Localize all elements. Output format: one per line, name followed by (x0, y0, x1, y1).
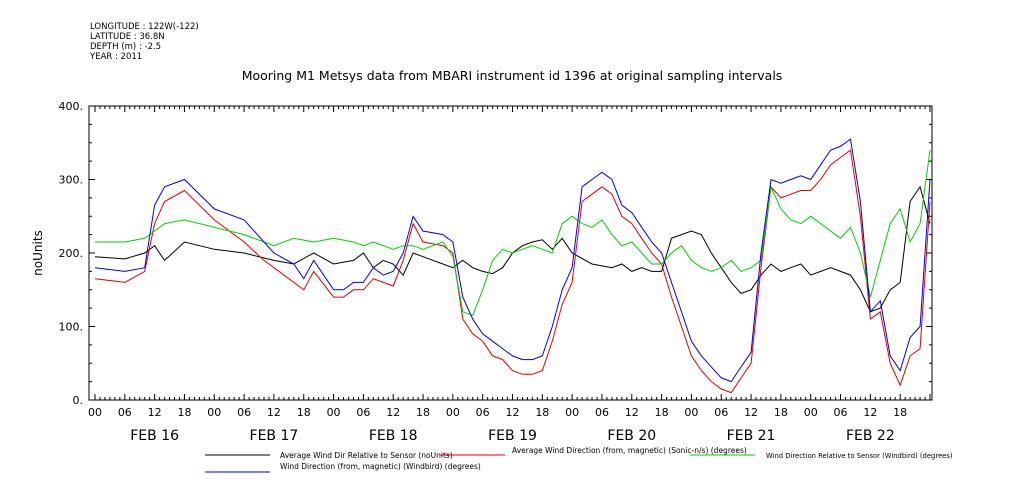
x-tick-label: 18 (893, 406, 907, 419)
y-tick-label: 300. (59, 174, 84, 187)
x-tick-label: 06 (237, 406, 251, 419)
x-tick-label: 00 (565, 406, 579, 419)
x-tick-label: 00 (684, 406, 698, 419)
x-tick-label: 12 (267, 406, 281, 419)
series-line-2 (94, 149, 931, 394)
x-tick-label: 18 (655, 406, 669, 419)
x-tick-label: 12 (386, 406, 400, 419)
longitude-text: LONGITUDE : 122W(-122) (90, 22, 199, 32)
x-tick-label: 18 (177, 406, 191, 419)
y-tick-label: 0. (73, 394, 84, 407)
y-tick-label: 200. (59, 247, 84, 260)
x-tick-label: 18 (535, 406, 549, 419)
x-tick-label: 06 (118, 406, 132, 419)
x-day-label: FEB 18 (369, 428, 418, 444)
x-day-label: FEB 22 (846, 428, 895, 444)
x-tick-label: 00 (207, 406, 221, 419)
x-tick-label: 00 (327, 406, 341, 419)
x-tick-label: 12 (863, 406, 877, 419)
x-day-label: FEB 16 (130, 428, 179, 444)
y-tick-label: 400. (59, 100, 84, 113)
x-tick-label: 06 (356, 406, 370, 419)
plot-frame (88, 105, 933, 401)
y-tick-label: 100. (59, 321, 84, 334)
depth-text: DEPTH (m) : -2.5 (90, 42, 162, 52)
x-tick-label: 06 (595, 406, 609, 419)
legend-label-2: Average Wind Direction (from, magnetic) … (512, 446, 747, 455)
x-tick-label: 18 (297, 406, 311, 419)
x-day-label: FEB 17 (250, 428, 299, 444)
station-metadata: LONGITUDE : 122W(-122) LATITUDE : 36.8N … (90, 22, 199, 62)
x-day-label: FEB 20 (607, 428, 656, 444)
x-tick-label: 06 (834, 406, 848, 419)
chart-title: Mooring M1 Metsys data from MBARI instru… (242, 68, 783, 83)
x-tick-label: 06 (714, 406, 728, 419)
year-text: YEAR : 2011 (90, 52, 143, 62)
x-tick-label: 12 (744, 406, 758, 419)
x-tick-label: 00 (804, 406, 818, 419)
x-tick-label: 12 (148, 406, 162, 419)
x-tick-label: 06 (476, 406, 490, 419)
x-tick-label: 18 (416, 406, 430, 419)
series-line-1 (94, 185, 931, 313)
x-day-label: FEB 19 (488, 428, 537, 444)
x-tick-label: 00 (446, 406, 460, 419)
legend-label-4: Wind Direction (from, magnetic) (Windbir… (280, 462, 481, 471)
x-day-label: FEB 21 (727, 428, 776, 444)
series-line-3 (95, 150, 931, 317)
latitude-text: LATITUDE : 36.8N (90, 32, 165, 42)
series-line-4 (94, 138, 931, 383)
x-tick-label: 12 (625, 406, 639, 419)
legend-label-3: Wind Direction Relative to Sensor (Windb… (766, 452, 953, 460)
legend-label-1: Average Wind Dir Relative to Sensor (noU… (280, 451, 453, 460)
x-tick-label: 00 (88, 406, 102, 419)
y-axis-label: noUnits (31, 230, 45, 276)
x-tick-label: 12 (506, 406, 520, 419)
x-tick-label: 18 (774, 406, 788, 419)
